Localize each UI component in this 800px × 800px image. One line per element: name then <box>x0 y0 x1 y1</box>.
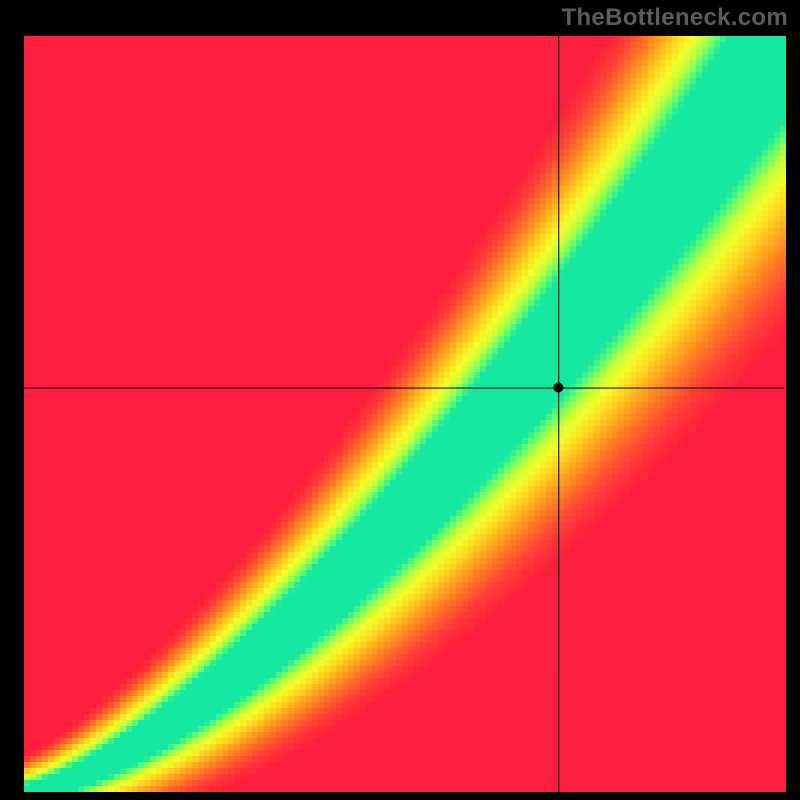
chart-container: TheBottleneck.com <box>0 0 800 800</box>
watermark-text: TheBottleneck.com <box>562 4 788 32</box>
crosshair-overlay <box>0 0 800 800</box>
